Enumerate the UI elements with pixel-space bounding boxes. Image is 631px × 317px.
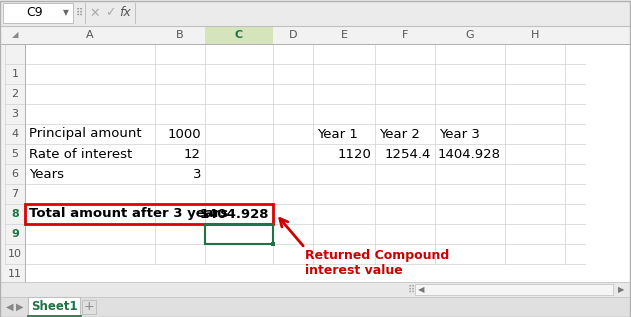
Text: 9: 9: [11, 229, 19, 239]
Text: ◀: ◀: [6, 302, 14, 312]
Text: 11: 11: [8, 269, 22, 279]
Text: ▶: ▶: [16, 302, 24, 312]
Text: 5: 5: [11, 149, 18, 159]
Text: ✕: ✕: [90, 7, 100, 20]
Text: Year 1: Year 1: [317, 127, 358, 140]
Text: 3: 3: [192, 167, 201, 180]
Text: ▼: ▼: [63, 9, 69, 17]
Text: 3: 3: [11, 109, 18, 119]
Bar: [0, 26, 631, 282]
Text: ⠿: ⠿: [76, 8, 83, 18]
Text: ⠿: ⠿: [408, 284, 415, 294]
Text: 1254.4: 1254.4: [385, 147, 431, 160]
Bar: [0, 44, 25, 282]
Text: D: D: [289, 30, 297, 40]
Text: Returned Compound: Returned Compound: [305, 249, 449, 262]
Bar: [0, 282, 631, 297]
Text: F: F: [402, 30, 408, 40]
Text: 6: 6: [11, 169, 18, 179]
Text: 1404.928: 1404.928: [438, 147, 501, 160]
Text: E: E: [341, 30, 348, 40]
Bar: [205, 224, 273, 244]
Text: Year 2: Year 2: [379, 127, 420, 140]
Text: H: H: [531, 30, 539, 40]
Text: 8: 8: [11, 209, 19, 219]
Bar: [25, 204, 273, 224]
Text: fx: fx: [119, 7, 131, 20]
Text: ◀: ◀: [418, 285, 424, 294]
Text: 10: 10: [8, 249, 22, 259]
Text: ▶: ▶: [618, 285, 624, 294]
Text: Principal amount: Principal amount: [29, 127, 141, 140]
Text: interest value: interest value: [305, 263, 403, 276]
Text: 1120: 1120: [337, 147, 371, 160]
Text: B: B: [176, 30, 184, 40]
Text: 1404.928: 1404.928: [199, 208, 269, 221]
Text: Years: Years: [29, 167, 64, 180]
Bar: [3, 3, 73, 23]
Text: 1000: 1000: [167, 127, 201, 140]
Bar: [28, 297, 80, 316]
Text: 7: 7: [11, 189, 18, 199]
Text: 12: 12: [184, 147, 201, 160]
Bar: [82, 300, 96, 314]
Text: Total amount after 3 years: Total amount after 3 years: [29, 208, 228, 221]
Text: Year 3: Year 3: [439, 127, 480, 140]
Bar: [415, 284, 613, 295]
Text: 2: 2: [11, 89, 18, 99]
Text: Sheet1: Sheet1: [31, 301, 78, 314]
Text: Rate of interest: Rate of interest: [29, 147, 133, 160]
Bar: [271, 242, 275, 246]
Text: C: C: [235, 30, 243, 40]
Bar: [0, 26, 631, 44]
Text: C9: C9: [27, 7, 43, 20]
Bar: [205, 26, 273, 44]
Bar: [0, 0, 631, 26]
Text: G: G: [466, 30, 475, 40]
Bar: [0, 297, 631, 317]
Text: ◢: ◢: [12, 30, 18, 40]
Text: A: A: [86, 30, 94, 40]
Text: 1: 1: [11, 69, 18, 79]
Text: ✓: ✓: [105, 7, 115, 20]
Text: 4: 4: [11, 129, 18, 139]
Text: +: +: [84, 301, 94, 314]
